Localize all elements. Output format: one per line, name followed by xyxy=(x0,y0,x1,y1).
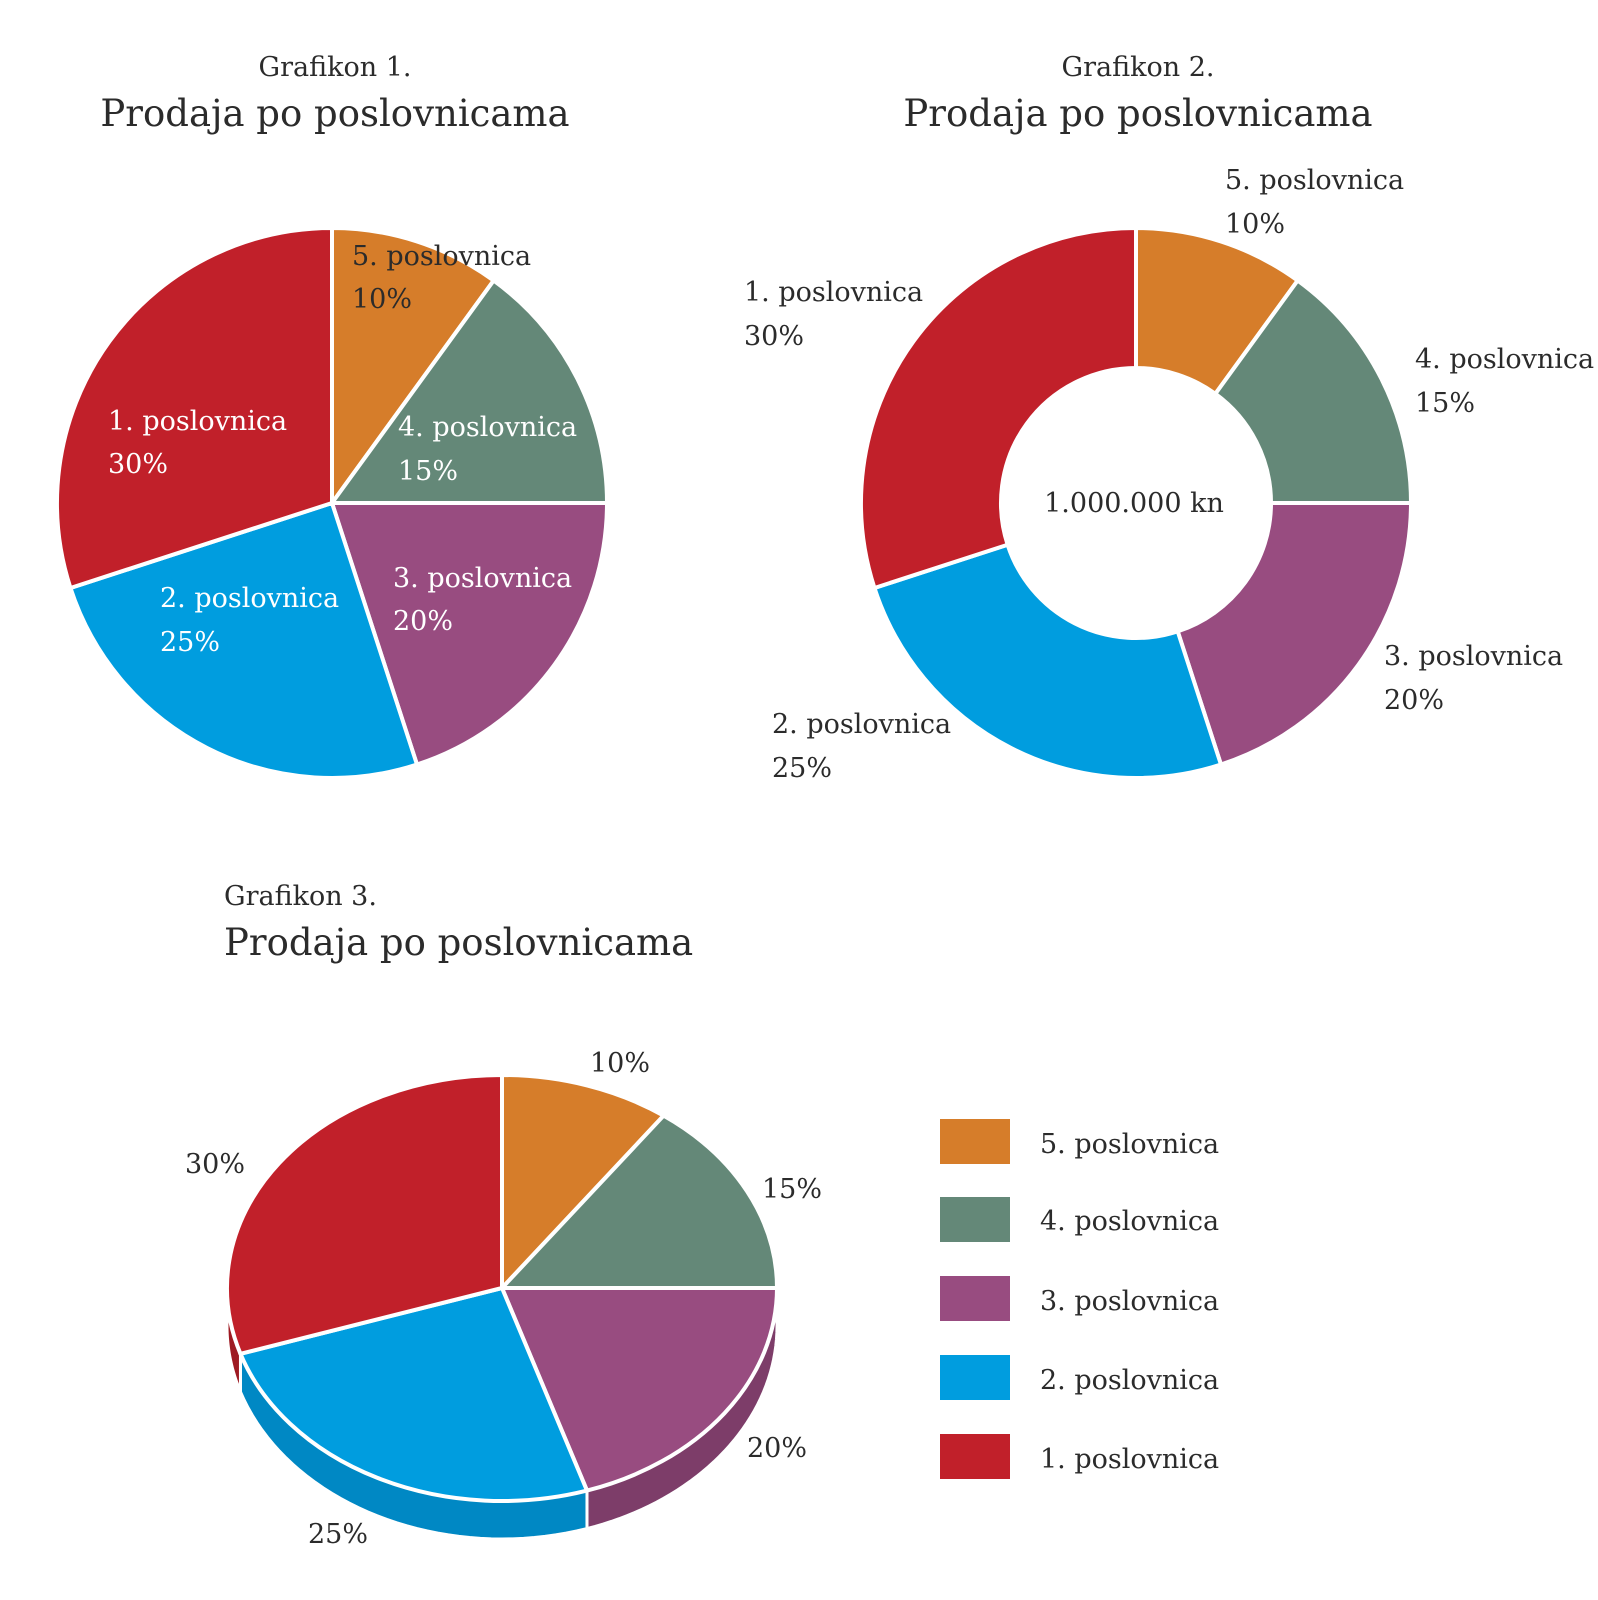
chart-2-slices xyxy=(859,226,1413,780)
chart-2-value-5: 10% xyxy=(1225,209,1285,240)
chart-2-label-4: 4. poslovnica xyxy=(1415,344,1594,375)
chart-2-title: Prodaja po poslovnicama xyxy=(903,92,1372,135)
chart-1-label-3: 3. poslovnica xyxy=(393,563,572,594)
chart-3-slice-5 xyxy=(500,1073,666,1290)
chart-3-slice-4 xyxy=(500,1113,779,1290)
chart-3-slices xyxy=(225,1073,779,1503)
chart-1-value-3: 20% xyxy=(393,606,453,637)
chart-2-label-1: 1. poslovnica xyxy=(744,277,923,308)
chart-2-center-total: 1.000.000 kn xyxy=(1044,488,1224,519)
chart-2-value-1: 30% xyxy=(744,321,804,352)
chart-2-label-5: 5. poslovnica xyxy=(1225,165,1404,196)
chart-1-subtitle: Grafikon 1. xyxy=(259,52,412,83)
legend-label-4: 4. poslovnica xyxy=(1040,1206,1219,1237)
chart-1-title: Prodaja po poslovnicama xyxy=(100,92,569,135)
chart-2-value-4: 15% xyxy=(1415,388,1475,419)
legend-item-2: 2. poslovnica xyxy=(940,1355,1219,1400)
chart-1-slice-5 xyxy=(330,226,496,505)
chart-2-value-3: 20% xyxy=(1384,685,1444,716)
legend-label-3: 3. poslovnica xyxy=(1040,1286,1219,1317)
chart-3: Grafikon 3. Prodaja po poslovnicama 10% … xyxy=(185,881,1219,1550)
legend-label-1: 1. poslovnica xyxy=(1040,1444,1219,1475)
chart-2-slice-3 xyxy=(1175,501,1413,767)
legend-swatch-4 xyxy=(940,1197,1010,1242)
chart-3-slice-1 xyxy=(225,1073,504,1356)
legend-item-1: 1. poslovnica xyxy=(940,1434,1219,1479)
chart-3-value-2: 25% xyxy=(308,1519,368,1550)
chart-3-subtitle: Grafikon 3. xyxy=(224,881,377,912)
chart-3-legend: 5. poslovnica 4. poslovnica 3. poslovnic… xyxy=(940,1119,1219,1479)
chart-2-slice-4 xyxy=(1213,278,1413,505)
chart-1-value-2: 25% xyxy=(160,627,220,658)
chart-2-slice-1 xyxy=(859,226,1138,590)
chart-1-value-4: 15% xyxy=(398,456,458,487)
chart-3-value-1: 30% xyxy=(185,1149,245,1180)
chart-1-slice-2 xyxy=(68,501,419,780)
chart-1-slice-4 xyxy=(330,278,609,505)
chart-3-labels: 10% 15% 20% 25% 30% xyxy=(185,1048,822,1550)
legend-swatch-1 xyxy=(940,1434,1010,1479)
legend-item-3: 3. poslovnica xyxy=(940,1276,1219,1321)
legend-swatch-5 xyxy=(940,1119,1010,1164)
chart-3-title: Prodaja po poslovnicama xyxy=(224,921,693,964)
legend-item-4: 4. poslovnica xyxy=(940,1197,1219,1242)
chart-1-label-5: 5. poslovnica xyxy=(352,241,531,272)
chart-3-value-5: 10% xyxy=(590,1048,650,1079)
chart-3-value-4: 15% xyxy=(762,1174,822,1205)
chart-2: Grafikon 2. Prodaja po poslovnicama 1.00… xyxy=(744,52,1594,784)
chart-2-subtitle: Grafikon 2. xyxy=(1062,52,1215,83)
legend-swatch-3 xyxy=(940,1276,1010,1321)
chart-2-value-2: 25% xyxy=(772,753,832,784)
legend-swatch-2 xyxy=(940,1355,1010,1400)
chart-3-value-3: 20% xyxy=(747,1433,807,1464)
chart-3-slice-3 xyxy=(500,1286,779,1493)
chart-1-slice-1 xyxy=(55,226,334,590)
chart-1: Grafikon 1. Prodaja po poslovnicama 5. p… xyxy=(55,52,609,780)
chart-2-slice-2 xyxy=(872,542,1223,780)
chart-3-slice-2 xyxy=(238,1286,589,1503)
chart-2-label-2: 2. poslovnica xyxy=(772,709,951,740)
chart-1-labels: 5. poslovnica 10% 4. poslovnica 15% 3. p… xyxy=(108,241,577,658)
chart-2-label-3: 3. poslovnica xyxy=(1384,641,1563,672)
chart-1-slices xyxy=(55,226,609,780)
chart-1-label-2: 2. poslovnica xyxy=(160,583,339,614)
legend-item-5: 5. poslovnica xyxy=(940,1119,1219,1164)
chart-1-value-5: 10% xyxy=(352,284,412,315)
chart-2-labels: 5. poslovnica 10% 4. poslovnica 15% 3. p… xyxy=(744,165,1594,784)
chart-1-label-1: 1. poslovnica xyxy=(108,406,287,437)
chart-1-label-4: 4. poslovnica xyxy=(398,412,577,443)
chart-1-value-1: 30% xyxy=(108,449,168,480)
chart-1-slice-3 xyxy=(330,501,609,767)
legend-label-5: 5. poslovnica xyxy=(1040,1129,1219,1160)
legend-label-2: 2. poslovnica xyxy=(1040,1365,1219,1396)
